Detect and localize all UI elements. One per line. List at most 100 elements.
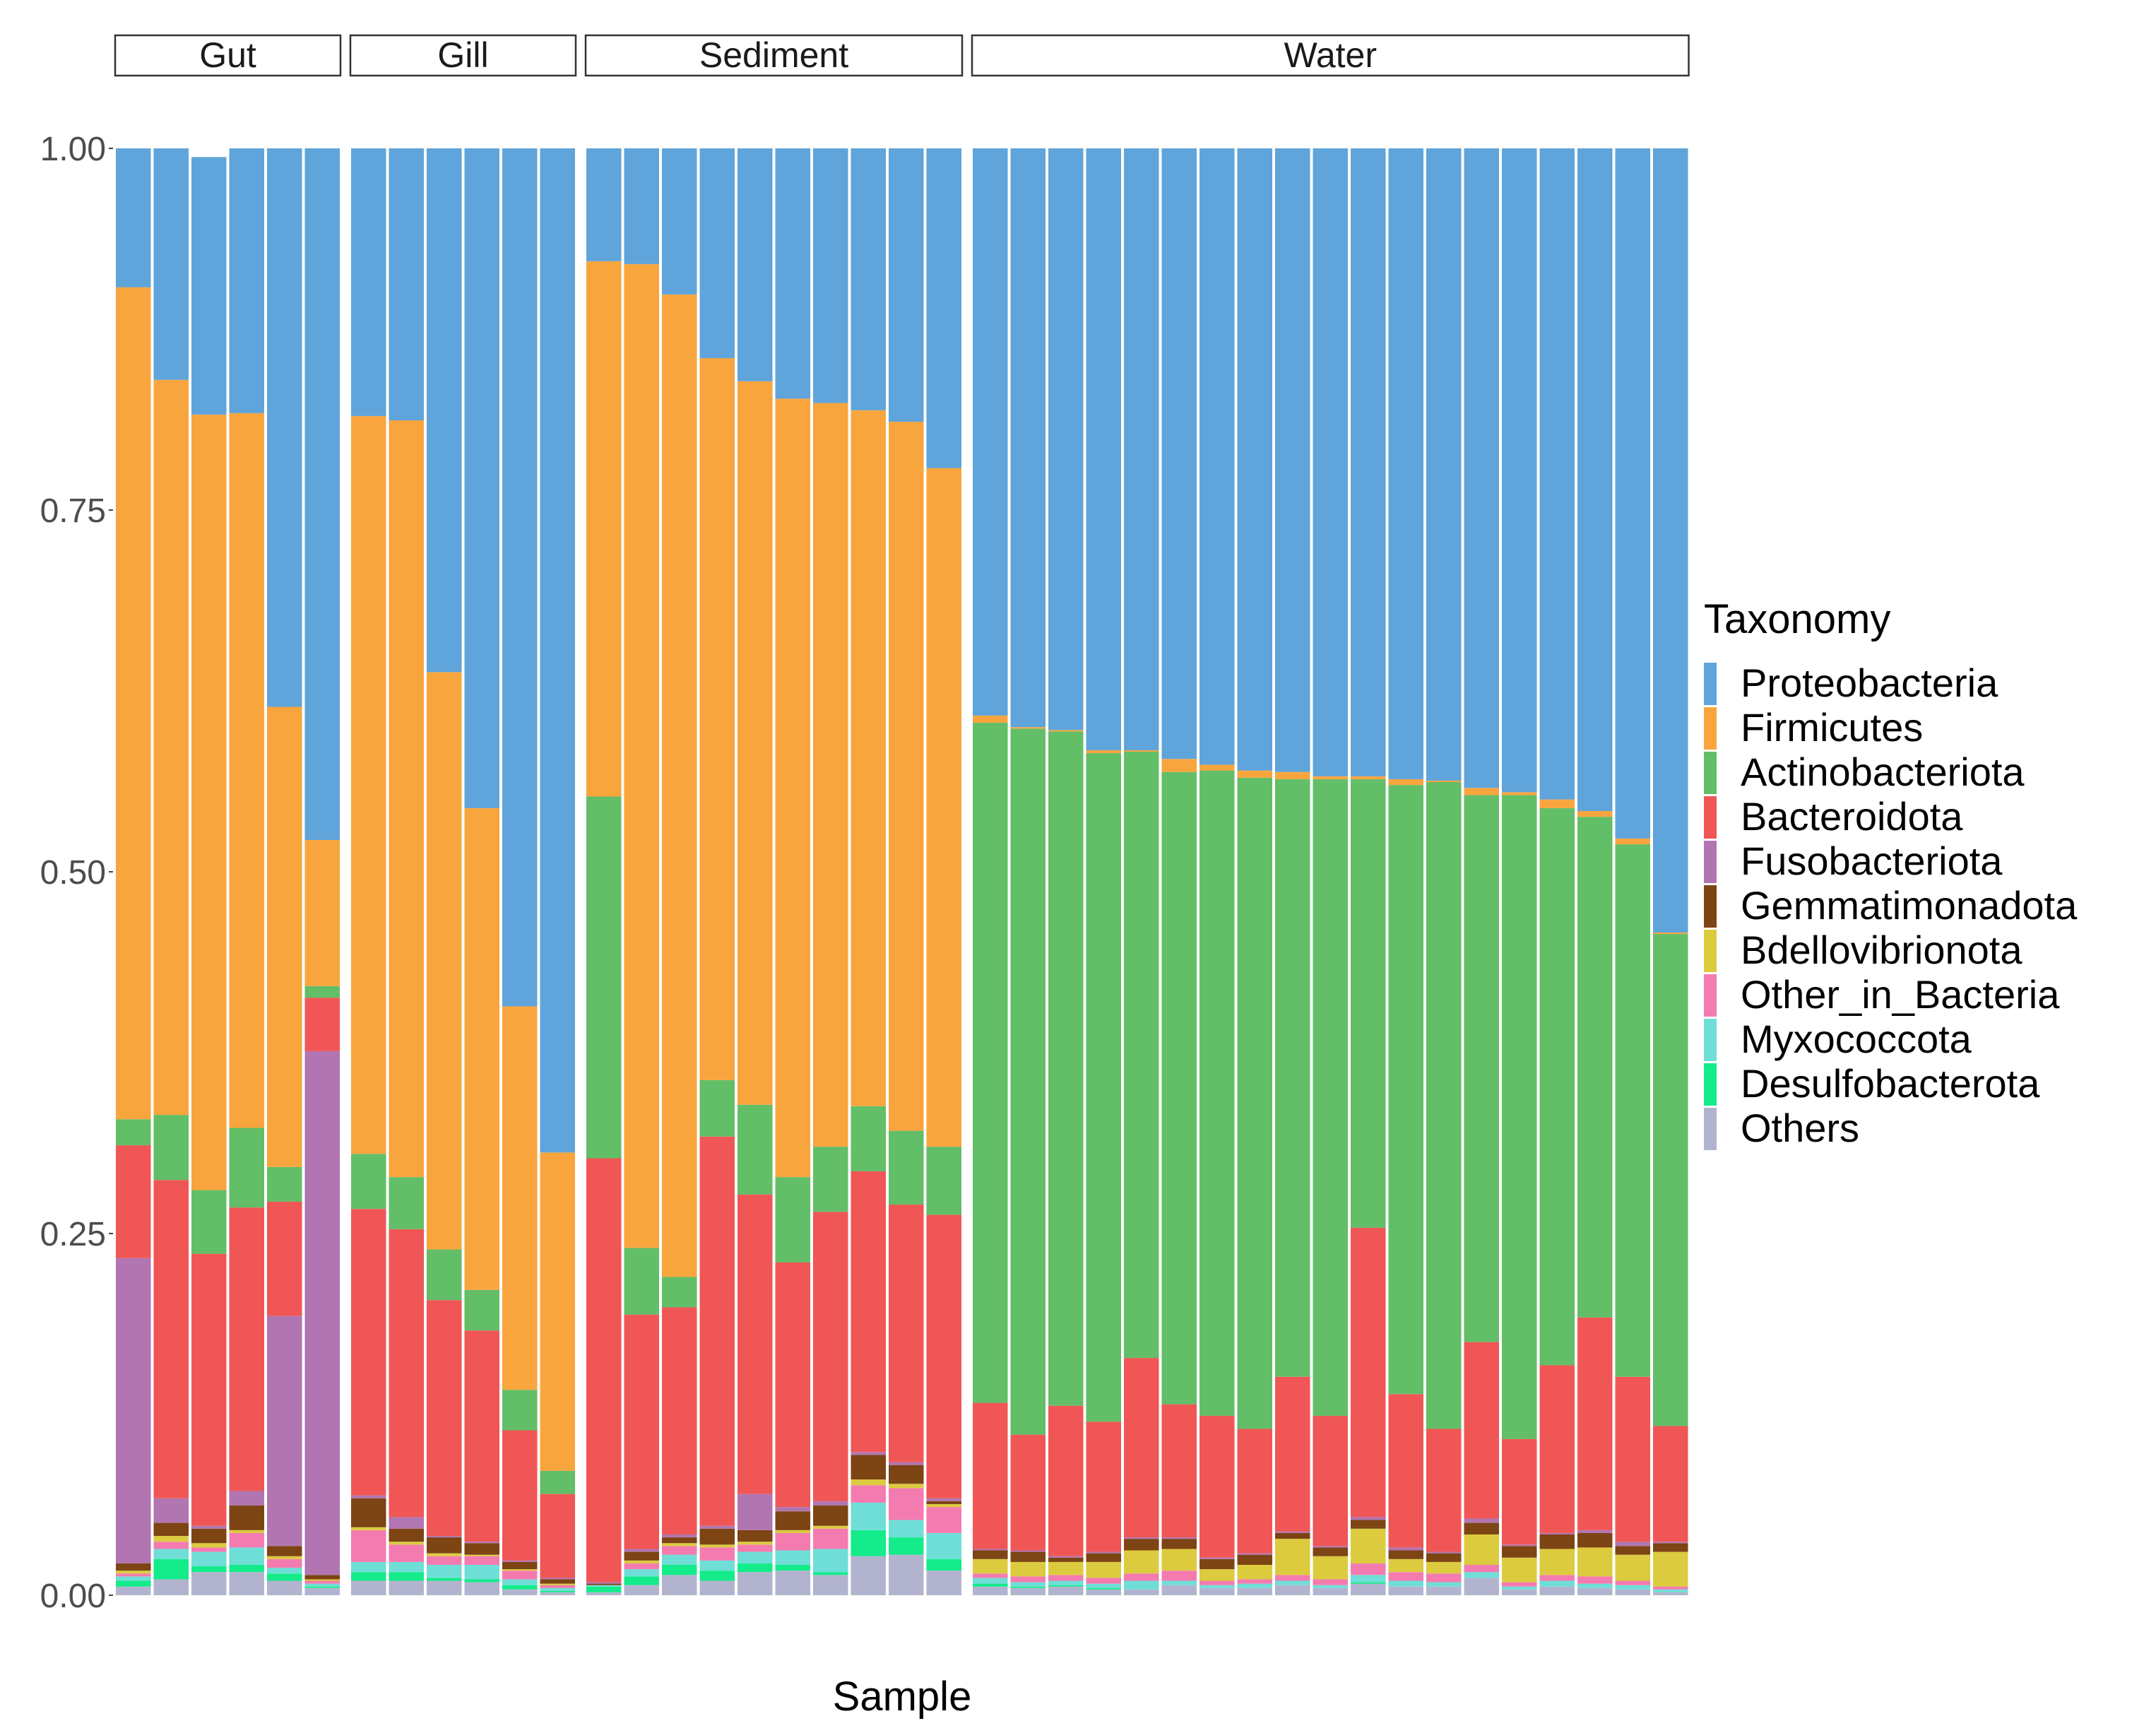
legend-label: Bdellovibrionota bbox=[1741, 928, 2022, 972]
bar-segment-bdellovibrionota bbox=[1313, 1556, 1348, 1580]
bar-segment-gemmatimonadota bbox=[304, 1575, 340, 1580]
bar-segment-myxococcota bbox=[1086, 1583, 1121, 1588]
bar-segment-proteobacteria bbox=[1388, 148, 1423, 779]
bar-segment-myxococcota bbox=[851, 1502, 886, 1530]
legend-label: Fusobacteriota bbox=[1741, 839, 2003, 883]
bar-segment-gemmatimonadota bbox=[1426, 1553, 1462, 1562]
bar-segment-proteobacteria bbox=[1426, 148, 1462, 781]
bar-segment-myxococcota bbox=[1615, 1585, 1650, 1590]
bar-segment-firmicutes bbox=[389, 420, 424, 1178]
bar-segment-gemmatimonadota bbox=[1275, 1532, 1310, 1539]
bar-segment-bdellovibrionota bbox=[1653, 1551, 1688, 1587]
bar-segment-gemmatimonadota bbox=[1502, 1546, 1537, 1558]
bar-segment-actinobacteriota bbox=[389, 1177, 424, 1229]
bar-segment-fusobacteriota bbox=[540, 1578, 575, 1580]
bar-segment-bdellovibrionota bbox=[1351, 1528, 1386, 1563]
bar-segment-desulfobacterota bbox=[1086, 1587, 1121, 1590]
legend-key-bacteroidota bbox=[1704, 796, 1717, 839]
bar-segment-gemmatimonadota bbox=[502, 1561, 538, 1570]
bar-segment-bdellovibrionota bbox=[775, 1530, 810, 1533]
bar-segment-proteobacteria bbox=[304, 148, 340, 840]
bar-segment-firmicutes bbox=[1275, 771, 1310, 779]
bar-segment-bacteroidota bbox=[775, 1262, 810, 1508]
bar-segment-actinobacteriota bbox=[1426, 782, 1462, 1429]
bar-segment-proteobacteria bbox=[738, 148, 773, 382]
bar-segment-fusobacteriota bbox=[926, 1498, 961, 1501]
bar-segment-fusobacteriota bbox=[267, 1315, 302, 1546]
bar-segment-bacteroidota bbox=[624, 1314, 659, 1549]
bar-segment-firmicutes bbox=[427, 672, 462, 1250]
bar-segment-desulfobacterota bbox=[662, 1564, 697, 1575]
legend-label: Firmicutes bbox=[1741, 705, 1923, 750]
bar-segment-actinobacteriota bbox=[973, 723, 1008, 1403]
bar-segment-fusobacteriota bbox=[191, 1525, 227, 1529]
bar-segment-actinobacteriota bbox=[1388, 785, 1423, 1395]
bar-segment-myxococcota bbox=[1275, 1580, 1310, 1585]
bar-segment-others bbox=[813, 1575, 848, 1595]
bar-segment-desulfobacterota bbox=[229, 1564, 264, 1573]
bar-segment-actinobacteriota bbox=[813, 1147, 848, 1212]
bar-segment-other-in-bacteria bbox=[775, 1532, 810, 1551]
bar-segment-gemmatimonadota bbox=[1615, 1546, 1650, 1555]
bar-segment-bdellovibrionota bbox=[1124, 1550, 1159, 1574]
bar-segment-bdellovibrionota bbox=[389, 1542, 424, 1545]
bar-segment-actinobacteriota bbox=[662, 1277, 697, 1308]
bar-segment-fusobacteriota bbox=[1086, 1551, 1121, 1554]
bar-segment-fusobacteriota bbox=[699, 1525, 735, 1529]
bar-segment-others bbox=[624, 1585, 659, 1595]
bar-segment-bdellovibrionota bbox=[662, 1543, 697, 1546]
bar-stacks bbox=[116, 148, 1688, 1595]
bar-segment-myxococcota bbox=[427, 1564, 462, 1578]
bar-segment-bacteroidota bbox=[586, 1158, 622, 1583]
facet-label: Gill bbox=[437, 35, 488, 75]
bar-segment-gemmatimonadota bbox=[973, 1550, 1008, 1559]
bar-segment-other-in-bacteria bbox=[662, 1546, 697, 1555]
bar-segment-gemmatimonadota bbox=[153, 1522, 189, 1537]
bar-segment-others bbox=[1615, 1589, 1650, 1595]
bar-segment-myxococcota bbox=[1200, 1585, 1235, 1588]
bar-segment-bdellovibrionota bbox=[1275, 1539, 1310, 1575]
bar-segment-desulfobacterota bbox=[427, 1578, 462, 1581]
bar-segment-firmicutes bbox=[624, 264, 659, 1248]
bar-segment-gemmatimonadota bbox=[1048, 1557, 1084, 1562]
bar-segment-other-in-bacteria bbox=[851, 1485, 886, 1503]
bar-segment-desulfobacterota bbox=[540, 1590, 575, 1592]
bar-segment-proteobacteria bbox=[699, 148, 735, 358]
bar-segment-others bbox=[1237, 1587, 1272, 1595]
bar-segment-fusobacteriota bbox=[1577, 1530, 1613, 1533]
legend-label: Desulfobacterota bbox=[1741, 1061, 2040, 1106]
bar-segment-other-in-bacteria bbox=[1086, 1578, 1121, 1584]
bar-segment-fusobacteriota bbox=[1048, 1556, 1084, 1558]
bar-segment-bdellovibrionota bbox=[1086, 1561, 1121, 1578]
bar-segment-fusobacteriota bbox=[1124, 1537, 1159, 1539]
bar-segment-fusobacteriota bbox=[1539, 1532, 1575, 1534]
bar-segment-gemmatimonadota bbox=[624, 1551, 659, 1561]
bar-segment-proteobacteria bbox=[889, 148, 924, 422]
bar-segment-gemmatimonadota bbox=[1539, 1534, 1575, 1549]
legend-key-proteobacteria bbox=[1704, 663, 1717, 705]
bar-segment-bacteroidota bbox=[1010, 1434, 1046, 1551]
bar-segment-others bbox=[502, 1589, 538, 1595]
bar-segment-fusobacteriota bbox=[1653, 1542, 1688, 1544]
legend-key-others bbox=[1704, 1108, 1717, 1150]
bar-segment-bacteroidota bbox=[1577, 1317, 1613, 1530]
facet-strip-gut bbox=[114, 34, 342, 77]
bar-segment-actinobacteriota bbox=[351, 1154, 386, 1209]
bar-segment-myxococcota bbox=[1577, 1583, 1613, 1588]
bar-segment-actinobacteriota bbox=[502, 1390, 538, 1431]
bar-segment-other-in-bacteria bbox=[1010, 1576, 1046, 1583]
bar-segment-fusobacteriota bbox=[1426, 1551, 1462, 1554]
bar-segment-fusobacteriota bbox=[889, 1462, 924, 1465]
bar-segment-actinobacteriota bbox=[1539, 808, 1575, 1366]
legend-key-myxococcota bbox=[1704, 1019, 1717, 1061]
bar-segment-gemmatimonadota bbox=[889, 1465, 924, 1484]
bar-segment-myxococcota bbox=[304, 1583, 340, 1587]
bar-segment-others bbox=[1313, 1587, 1348, 1595]
bar-segment-proteobacteria bbox=[191, 157, 227, 415]
bar-segment-other-in-bacteria bbox=[229, 1532, 264, 1548]
bar-segment-proteobacteria bbox=[1615, 148, 1650, 839]
bar-segment-fusobacteriota bbox=[973, 1549, 1008, 1551]
bar-segment-myxococcota bbox=[586, 1585, 622, 1587]
bar-segment-actinobacteriota bbox=[738, 1104, 773, 1195]
